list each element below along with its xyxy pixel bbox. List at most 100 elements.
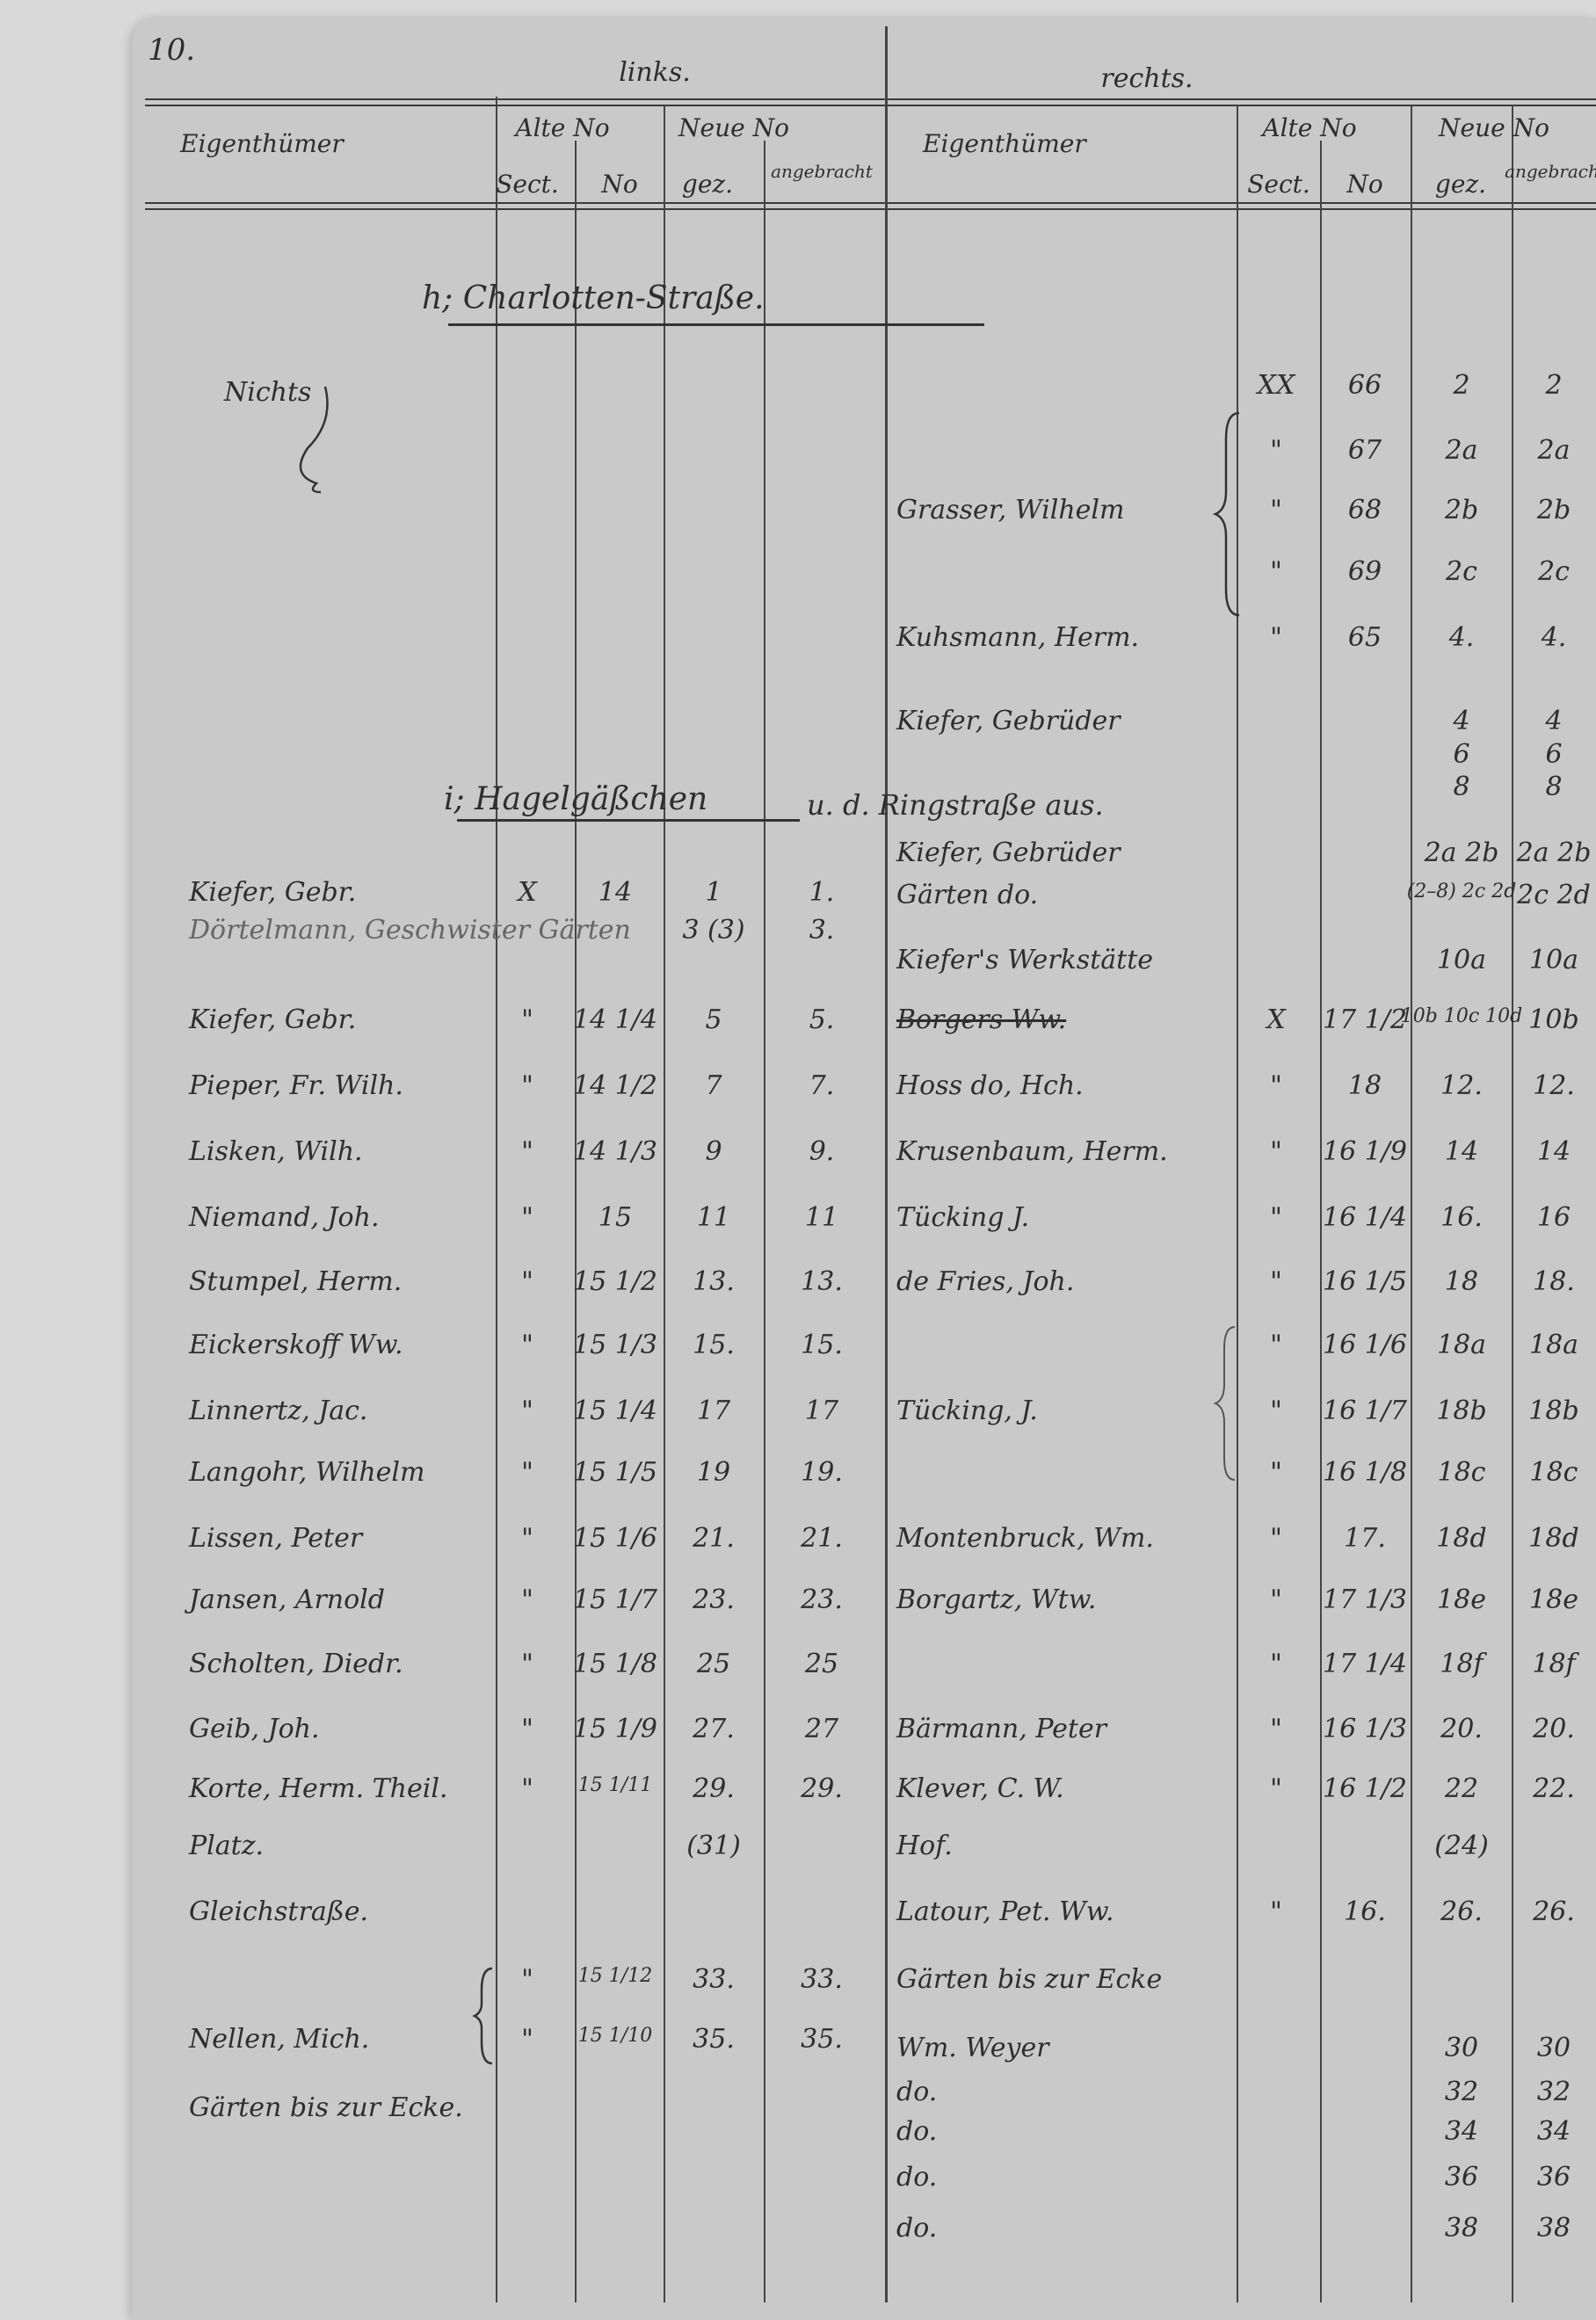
left-row-sect: " [521,1330,533,1360]
left-row-affixed: 7. [809,1070,835,1101]
right-row-no: 16 1/9 [1323,1136,1407,1167]
right-row-owner: de Fries, Joh. [896,1266,1075,1297]
left-row-owner: Lissen, Peter [189,1523,363,1554]
right-row-sect: " [1270,1714,1282,1744]
right-row-owner: Kiefer, Gebrüder [896,706,1121,736]
left-row-owner: Gärten bis zur Ecke. [189,2092,463,2123]
header-number-left: No [601,170,638,199]
header-old-no-left: Alte No [515,113,610,142]
section-underline [457,819,800,822]
right-row-affixed: 10b [1528,1004,1579,1035]
right-row-affixed: 2b [1536,495,1571,526]
left-row-new: (31) [686,1831,741,1861]
right-row-new: 6 [1453,739,1470,770]
right-row-owner: Borgartz, Wtw. [896,1584,1097,1615]
right-row-no: 17 1/4 [1323,1649,1407,1679]
header-top-rule [145,98,1596,106]
left-row-affixed: 15. [801,1330,843,1360]
left-row-no: 14 1/2 [573,1070,657,1101]
left-row-sect: " [521,1457,533,1488]
right-row-sect: " [1270,556,1282,587]
left-row-owner: Dörtelmann, Geschwister Gärten [189,915,631,946]
left-row-owner: Langohr, Wilhelm [189,1457,425,1488]
left-row-new: 11 [696,1202,731,1233]
right-row-owner: Bärmann, Peter [896,1714,1107,1744]
column-rule [664,105,665,2302]
left-row-no: 15 1/10 [577,2025,653,2047]
right-row-sect: " [1270,1202,1282,1233]
left-row-no: 15 1/5 [573,1457,657,1488]
column-rule [764,141,765,2302]
right-row-new: 4 [1453,706,1470,736]
header-sect-right: Sect. [1247,170,1310,199]
right-row-sect: " [1270,1457,1282,1488]
right-row-no: 18 [1347,1070,1382,1101]
left-row-owner: Stumpel, Herm. [189,1266,403,1297]
left-row-new: 17 [696,1396,731,1426]
left-row-new: 25 [696,1649,731,1679]
right-row-no: 67 [1347,435,1382,466]
right-row-new: 2a 2b [1424,837,1499,868]
right-row-owner: Krusenbaum, Herm. [896,1136,1168,1167]
left-row-owner: Geib, Joh. [189,1714,320,1744]
section-underline [448,323,984,326]
left-row-sect: " [521,1773,533,1804]
right-row-new: 18d [1436,1523,1487,1554]
right-row-affixed: 30 [1536,2033,1571,2063]
side-label-left: links. [619,57,691,88]
right-row-owner: Gärten bis zur Ecke [896,1964,1163,1995]
right-row-affixed: 22. [1533,1773,1575,1804]
right-row-affixed: 38 [1536,2213,1571,2244]
left-row-owner: Korte, Herm. Theil. [189,1773,448,1804]
right-row-no: 69 [1347,556,1382,587]
right-row-new: 38 [1444,2213,1479,2244]
right-row-affixed: 2c [1538,556,1570,587]
right-row-new: 32 [1444,2077,1479,2107]
left-row-affixed: 3. [809,915,835,946]
right-row-affixed: 18a [1528,1330,1579,1360]
left-row-sect: " [521,1266,533,1297]
header-affixed-left: angebracht [771,161,873,182]
right-row-no: 17. [1344,1523,1386,1554]
left-row-affixed: 23. [801,1584,843,1615]
left-row-new: 15. [693,1330,735,1360]
left-row-owner: Platz. [189,1831,265,1861]
right-row-no: 68 [1347,495,1382,526]
left-row-owner: Niemand, Joh. [189,1202,380,1233]
left-row-sect: " [521,1202,533,1233]
left-row-new: 9 [705,1136,722,1167]
right-row-new: 2a [1445,435,1478,466]
right-row-owner: Tücking J. [896,1202,1030,1233]
page-number: 10. [148,33,196,68]
right-row-new: 34 [1444,2116,1479,2147]
right-row-sect: " [1270,1584,1282,1615]
left-row-owner: Nellen, Mich. [189,2024,370,2055]
left-row-affixed: 13. [801,1266,843,1297]
right-row-owner: Klever, C. W. [896,1773,1064,1804]
left-row-sect: " [521,1004,533,1035]
right-row-new: 16. [1440,1202,1483,1233]
left-row-owner: Jansen, Arnold [189,1584,385,1615]
right-row-new: 18b [1436,1396,1487,1426]
left-row-no: 15 1/4 [573,1396,657,1426]
left-row-affixed: 9. [809,1136,835,1167]
right-row-no: 16 1/2 [1323,1773,1407,1804]
left-row-affixed: 27 [804,1714,839,1744]
left-row-no: 15 1/11 [577,1774,653,1796]
header-new-no-right: Neue No [1439,113,1549,142]
right-row-new: 10b 10c 10d [1400,1005,1523,1027]
column-rule [1512,105,1513,2302]
right-row-sect: " [1270,1266,1282,1297]
left-row-no: 14 1/3 [573,1136,657,1167]
right-row-new: 10a [1436,945,1487,975]
right-row-new: 18e [1437,1584,1486,1615]
right-row-no: 16 1/3 [1323,1714,1407,1744]
side-label-right: rechts. [1100,63,1193,94]
right-row-sect: " [1270,1896,1282,1927]
left-row-owner: Gleichstraße. [189,1896,369,1927]
left-row-affixed: 11 [804,1202,839,1233]
right-row-new: 14 [1444,1136,1479,1167]
right-row-new: 26. [1440,1896,1483,1927]
header-sect-left: Sect. [496,170,559,199]
right-row-owner: Montenbruck, Wm. [896,1523,1154,1554]
